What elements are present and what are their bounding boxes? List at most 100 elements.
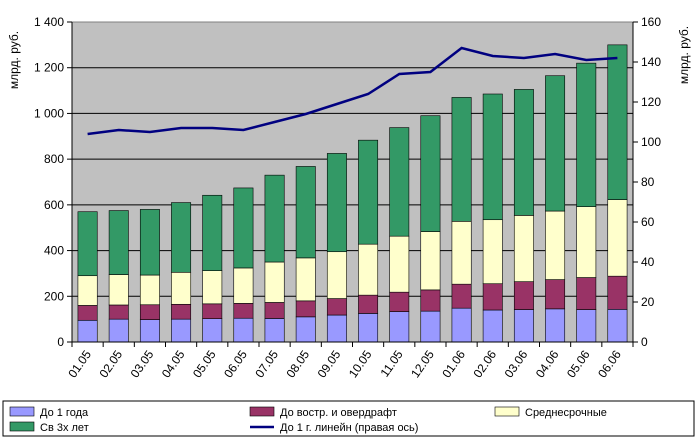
bar-segment xyxy=(139,319,160,343)
bar-segment xyxy=(482,93,503,221)
bar-segment xyxy=(607,275,628,310)
bar-segment xyxy=(202,270,223,305)
y-axis-title: млрд. руб. xyxy=(7,31,21,89)
bar-segment xyxy=(451,221,472,285)
bar-segment xyxy=(264,318,285,343)
legend-swatch xyxy=(9,406,35,417)
plot-area xyxy=(71,21,634,343)
y2-tick-label: 40 xyxy=(641,255,655,269)
y2-tick-label: 60 xyxy=(641,215,655,229)
right-axis: 0 20 40 60 80 100 120 140 160 xyxy=(632,15,661,349)
legend-label: Среднесрочные xyxy=(525,407,607,419)
x-tick-label: 05.06 xyxy=(564,347,593,380)
bar-segment xyxy=(576,277,597,310)
bar-segment xyxy=(171,303,192,320)
left-axis: 0 200 400 600 800 1 000 1 200 1 400 xyxy=(34,15,73,349)
bar-segment xyxy=(389,127,410,237)
x-tick-label: 04.06 xyxy=(533,347,562,380)
y2-tick-label: 160 xyxy=(641,15,661,29)
bar-segment xyxy=(295,257,316,302)
bar-segment xyxy=(233,317,254,343)
bar-segment xyxy=(576,309,597,343)
x-tick-label: 03.06 xyxy=(502,347,531,380)
x-tick-label: 06.05 xyxy=(221,347,250,380)
y2-tick-label: 20 xyxy=(641,295,655,309)
x-tick-label: 04.05 xyxy=(159,347,188,380)
bar-segment xyxy=(420,115,441,232)
gridlines xyxy=(72,67,633,297)
bar-segment xyxy=(482,219,503,285)
bar-segment xyxy=(451,283,472,309)
y2-axis-title: млрд. руб. xyxy=(677,26,691,84)
bar-segment xyxy=(139,304,160,320)
x-tick-label: 11.05 xyxy=(378,347,406,379)
y2-tick-label: 120 xyxy=(641,95,661,109)
bar-segment xyxy=(358,294,379,314)
bar-segment xyxy=(233,267,254,304)
line-series xyxy=(87,46,618,136)
bar-segment xyxy=(202,194,223,271)
x-tick-label: 10.05 xyxy=(346,347,375,380)
bar-segment xyxy=(139,209,160,276)
x-axis: 01.05 02.05 03.05 04.05 05.05 06.05 07.05 08.05… xyxy=(65,341,634,380)
x-tick-label: 12.05 xyxy=(408,347,437,380)
bar-segment xyxy=(451,307,472,343)
bar-segment xyxy=(77,275,98,306)
bar-segment xyxy=(420,231,441,291)
bar-segment xyxy=(513,281,534,310)
x-tick-label: 02.06 xyxy=(471,347,500,380)
y-tick-label: 1 200 xyxy=(34,61,64,75)
bar-segment xyxy=(545,308,566,343)
bar-segment xyxy=(451,97,472,222)
y-tick-label: 800 xyxy=(44,152,64,166)
bars xyxy=(77,44,628,343)
y2-tick-label: 100 xyxy=(641,135,661,149)
bar-segment xyxy=(326,251,347,299)
x-tick-label: 05.05 xyxy=(190,347,219,380)
bar-segment xyxy=(233,187,254,269)
bar-segment xyxy=(108,318,129,343)
bar-segment xyxy=(295,300,316,318)
bar-segment xyxy=(576,206,597,278)
bar-segment xyxy=(77,211,98,277)
bar-segment xyxy=(202,303,223,319)
y-tick-label: 0 xyxy=(57,335,64,349)
legend: До 1 года До востр. и овердрафт Среднесроч… xyxy=(2,400,695,437)
x-tick-label: 02.05 xyxy=(97,347,126,380)
bar-segment xyxy=(233,303,254,319)
bar-segment xyxy=(171,202,192,273)
bar-segment xyxy=(545,279,566,310)
bar-segment xyxy=(513,89,534,216)
legend-label: До 1 года xyxy=(40,407,89,419)
bar-segment xyxy=(420,289,441,312)
y2-tick-label: 140 xyxy=(641,55,661,69)
y-tick-label: 200 xyxy=(44,289,64,303)
bar-segment xyxy=(420,310,441,343)
bar-segment xyxy=(264,302,285,319)
legend-swatch xyxy=(9,421,35,432)
y-tick-label: 1 000 xyxy=(34,106,64,120)
bar-segment xyxy=(389,311,410,343)
bar-segment xyxy=(108,210,129,275)
legend-swatch xyxy=(494,406,520,417)
y2-tick-label: 80 xyxy=(641,175,655,189)
bar-segment xyxy=(139,274,160,306)
x-tick-label: 01.05 xyxy=(65,347,94,380)
x-tick-label: 03.05 xyxy=(128,347,157,380)
bar-segment xyxy=(607,44,628,200)
bar-segment xyxy=(264,261,285,303)
bar-segment xyxy=(389,291,410,312)
y-tick-label: 1 400 xyxy=(34,15,64,29)
bar-segment xyxy=(513,215,534,282)
legend-box xyxy=(2,400,695,437)
legend-label: До востр. и овердрафт xyxy=(280,407,397,419)
x-tick-label: 09.05 xyxy=(315,347,344,380)
bar-segment xyxy=(358,313,379,343)
x-tick-label: 08.05 xyxy=(284,347,313,380)
y2-tick-label: 0 xyxy=(641,335,648,349)
bar-segment xyxy=(545,75,566,212)
bar-segment xyxy=(202,318,223,343)
bar-segment xyxy=(326,314,347,343)
bar-segment xyxy=(171,271,192,305)
